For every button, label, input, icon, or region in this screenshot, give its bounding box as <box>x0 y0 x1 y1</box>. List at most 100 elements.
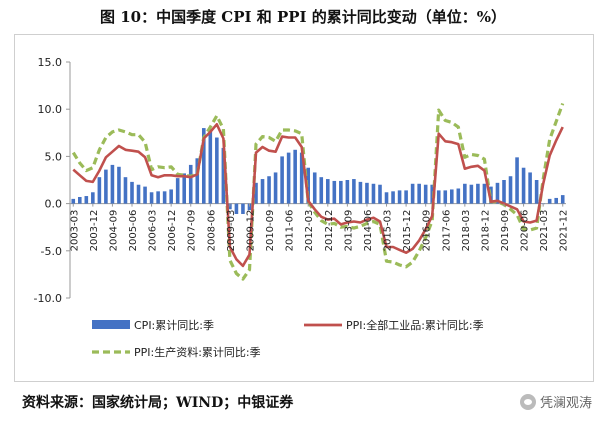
x-tick-label: 2012-03 <box>304 210 315 252</box>
cpi-bar <box>247 203 252 211</box>
legend-label-cpi: CPI:累计同比:季 <box>134 319 214 332</box>
cpi-bar <box>417 183 421 204</box>
cpi-bar <box>254 182 258 204</box>
legend-label-ppi-production: PPI:生产资料:累计同比:季 <box>134 345 261 359</box>
cpi-bar <box>332 180 337 204</box>
cpi-bar <box>534 180 539 204</box>
cpi-bar <box>547 198 552 204</box>
x-tick-label: 2003-03 <box>69 210 80 252</box>
watermark-text: 凭澜观涛 <box>539 396 592 411</box>
cpi-bar <box>299 152 304 204</box>
cpi-bar <box>208 129 213 204</box>
cpi-bar <box>508 176 513 204</box>
cpi-bar <box>260 179 265 204</box>
cpi-bar <box>162 191 167 204</box>
ppi-all-line <box>72 123 564 268</box>
cpi-bar <box>104 169 108 204</box>
cpi-bar <box>358 181 363 204</box>
cpi-bar <box>130 181 134 204</box>
legend-swatch-cpi <box>92 320 130 329</box>
x-tick-label: 2005-06 <box>128 210 139 252</box>
x-tick-label: 2021-12 <box>559 210 570 252</box>
x-tick-label: 2018-03 <box>461 210 472 252</box>
y-tick-label: -10.0 <box>34 292 62 305</box>
ppi-production-line <box>71 102 565 281</box>
x-tick-label: 2010-09 <box>265 210 276 252</box>
cpi-bar <box>84 196 89 204</box>
x-tick-label: 2018-12 <box>480 210 491 252</box>
cpi-bar <box>469 184 474 204</box>
cpi-bar <box>286 152 291 204</box>
cpi-bar <box>410 183 415 204</box>
cpi-bar <box>325 179 330 204</box>
y-tick-label: 10.0 <box>38 103 63 116</box>
chart-frame <box>14 34 594 382</box>
cpi-bar <box>149 192 154 204</box>
x-tick-label: 2003-12 <box>89 210 100 252</box>
watermark: 凭澜观涛 <box>519 392 592 411</box>
cpi-bar <box>117 166 121 204</box>
cpi-bar <box>280 156 284 204</box>
cpi-bar <box>267 176 271 204</box>
x-tick-label: 2017-06 <box>441 210 452 252</box>
cpi-bar <box>182 173 187 204</box>
x-tick-label: 2007-09 <box>187 210 198 252</box>
y-tick-label: 5.0 <box>45 150 63 163</box>
cpi-bar <box>449 189 454 204</box>
cpi-bar <box>123 177 128 204</box>
cpi-bar <box>312 172 317 204</box>
cpi-bar <box>521 167 526 204</box>
cpi-bar <box>528 172 532 204</box>
x-tick-label: 2012-12 <box>324 210 335 252</box>
cpi-bar <box>221 147 226 204</box>
cpi-bar <box>378 184 382 204</box>
cpi-bar <box>482 183 487 204</box>
cpi-bar <box>241 203 245 214</box>
cpi-bar <box>319 177 324 204</box>
cpi-bar <box>515 157 519 204</box>
cpi-bar <box>463 183 467 204</box>
cpi-bar <box>91 192 95 204</box>
cpi-bar <box>391 191 395 204</box>
source-note: 资料来源：国家统计局；WIND；中银证券 <box>22 395 294 411</box>
cpi-bar <box>169 189 173 204</box>
cpi-bar <box>110 164 115 204</box>
x-tick-label: 2021-03 <box>539 210 550 252</box>
cpi-bar <box>404 190 408 204</box>
cpi-bar <box>495 182 500 204</box>
cpi-bar <box>443 190 448 204</box>
x-tick-label: 2015-03 <box>383 210 394 252</box>
cpi-bar <box>397 190 402 204</box>
cpi-bar <box>136 184 141 204</box>
cpi-bar <box>201 128 206 204</box>
cpi-bar <box>97 177 102 204</box>
chart-title: 图 10：中国季度 CPI 和 PPI 的累计同比变动（单位：%） <box>99 8 507 26</box>
cpi-bar <box>384 192 389 204</box>
y-tick-label: 15.0 <box>38 56 63 69</box>
legend-label-ppi-all: PPI:全部工业品:累计同比:季 <box>346 318 484 332</box>
cpi-bar <box>502 180 506 204</box>
cpi-bar <box>175 178 180 204</box>
cpi-bar <box>339 180 343 204</box>
x-tick-label: 2020-06 <box>520 210 531 252</box>
cpi-bar <box>273 172 278 204</box>
x-tick-label: 2006-03 <box>148 210 159 252</box>
cpi-bar <box>234 203 239 214</box>
cpi-bar <box>143 186 147 204</box>
cpi-bar <box>77 196 82 204</box>
x-tick-label: 2004-09 <box>108 210 119 252</box>
x-tick-label: 2011-06 <box>285 210 296 252</box>
chart-area: 15.0 10.0 5.0 0.0 -5.0 -10.0 2003-03 2003-12 200… <box>34 56 570 359</box>
cpi-bar <box>156 191 160 204</box>
cpi-bar <box>195 158 200 204</box>
cpi-bar <box>560 195 565 204</box>
cpi-bar <box>371 183 376 204</box>
y-tick-label: -5.0 <box>41 245 62 258</box>
x-tick-label: 2009-12 <box>245 210 256 252</box>
x-tick-label: 2008-06 <box>206 210 217 252</box>
cpi-bar <box>476 183 480 204</box>
cpi-bar <box>423 184 428 204</box>
cpi-bar <box>554 197 559 204</box>
x-tick-label: 2013-09 <box>343 210 354 252</box>
x-tick-label: 2015-12 <box>402 210 413 252</box>
